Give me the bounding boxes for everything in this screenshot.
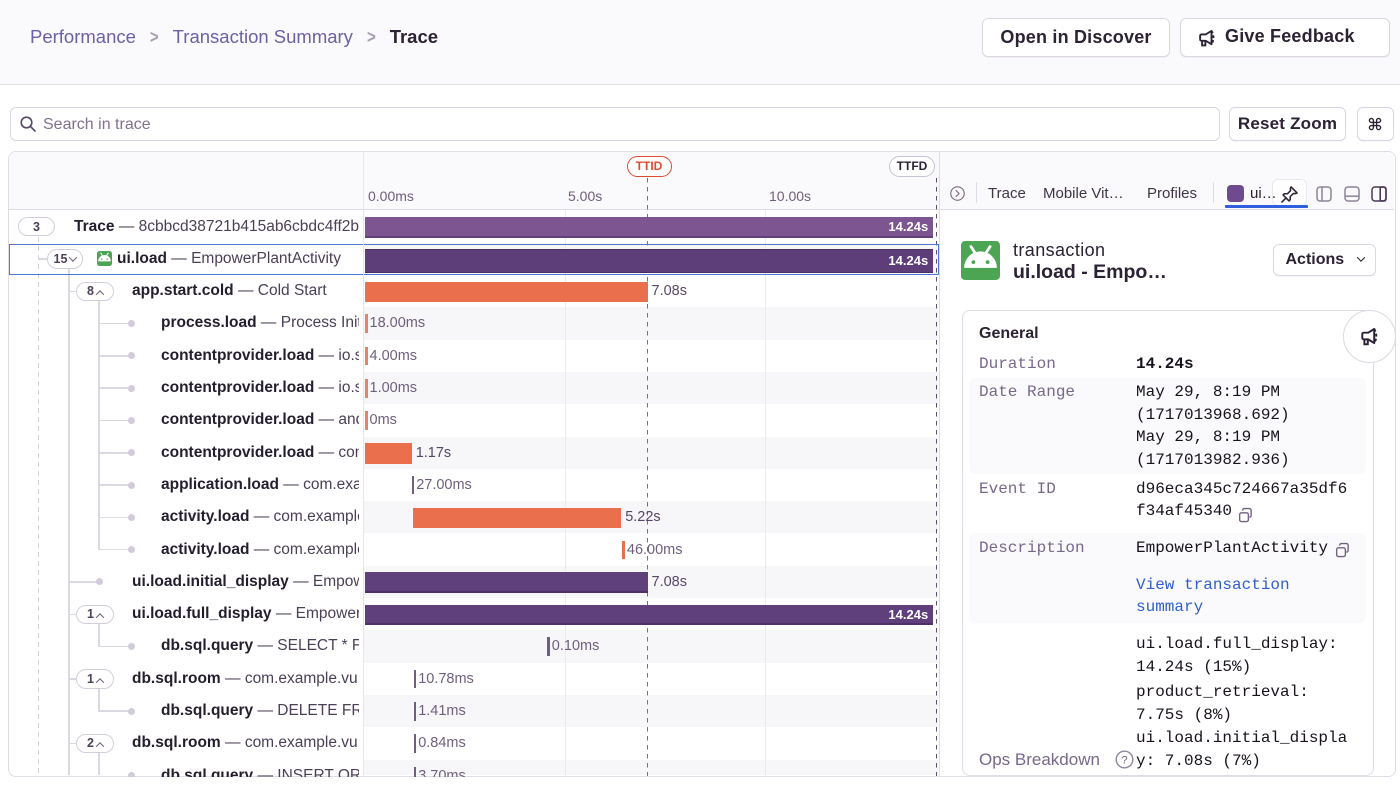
- svg-text:?: ?: [1121, 755, 1127, 767]
